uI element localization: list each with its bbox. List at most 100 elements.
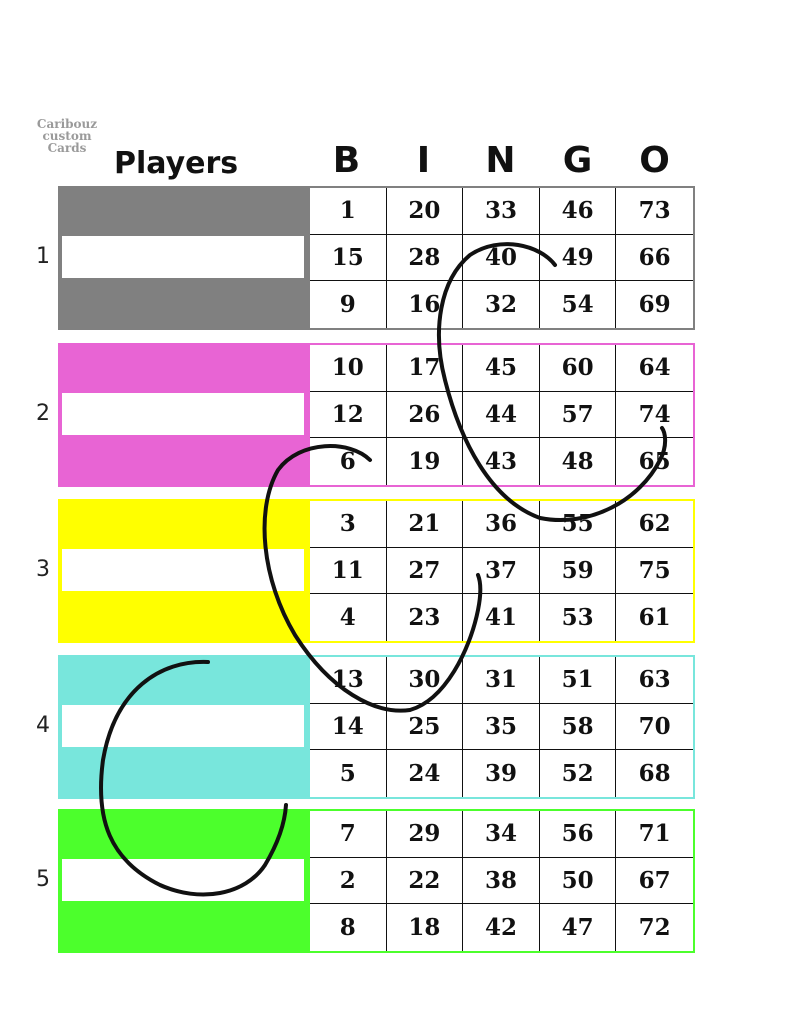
bingo-cell: 31 bbox=[463, 657, 540, 704]
card-number: 5 bbox=[36, 867, 50, 892]
bingo-cell: 36 bbox=[463, 501, 540, 548]
bingo-cell: 2 bbox=[310, 857, 387, 905]
bingo-cell: 15 bbox=[310, 234, 387, 282]
bingo-cell: 20 bbox=[386, 188, 464, 235]
bingo-cell: 57 bbox=[539, 391, 617, 439]
bingo-cell: 1 bbox=[310, 188, 387, 235]
card-2: 2 10 17 45 60 64 12 26 44 57 74 6 19 43 48 65 bbox=[36, 343, 695, 487]
bingo-cell: 7 bbox=[310, 811, 387, 858]
bingo-cell: 41 bbox=[463, 594, 540, 641]
player-name-field[interactable] bbox=[62, 236, 304, 278]
bingo-cell: 37 bbox=[463, 547, 540, 595]
bingo-cell: 61 bbox=[638, 604, 671, 632]
bingo-cell: 17 bbox=[386, 345, 464, 392]
bingo-cell: 32 bbox=[463, 281, 540, 328]
card-number: 4 bbox=[36, 713, 50, 738]
number-grid: 3 21 36 55 62 11 27 37 59 75 4 23 41 53 61 bbox=[308, 499, 695, 643]
bingo-cell: 23 bbox=[387, 594, 464, 641]
column-header-i: I bbox=[416, 140, 431, 181]
card-1: 1 1 20 33 46 73 15 28 40 49 66 9 16 32 54 69 bbox=[36, 186, 695, 330]
bingo-cell: 50 bbox=[539, 857, 617, 905]
bingo-cell: 16 bbox=[387, 281, 464, 328]
player-panel bbox=[58, 655, 310, 799]
bingo-cell: 11 bbox=[310, 547, 387, 595]
bingo-cell: 42 bbox=[463, 904, 540, 951]
player-name-field[interactable] bbox=[62, 549, 304, 591]
bingo-cell: 39 bbox=[463, 750, 540, 797]
bingo-cell: 26 bbox=[386, 391, 464, 439]
bingo-cell: 30 bbox=[386, 657, 464, 704]
column-header-b: B bbox=[332, 140, 361, 181]
player-name-field[interactable] bbox=[62, 393, 304, 435]
bingo-cell: 58 bbox=[539, 703, 617, 751]
bingo-cell: 33 bbox=[463, 188, 540, 235]
bingo-cell: 53 bbox=[540, 594, 617, 641]
bingo-cell: 48 bbox=[540, 438, 617, 485]
hand-drawn-curve bbox=[437, 242, 668, 523]
bingo-cell: 4 bbox=[310, 594, 387, 641]
bingo-cell: 18 bbox=[387, 904, 464, 951]
bingo-cell: 5 bbox=[310, 750, 387, 797]
logo: Caribouz custom Cards bbox=[22, 118, 112, 178]
bingo-cell: 3 bbox=[310, 501, 387, 548]
bingo-cell: 38 bbox=[463, 857, 540, 905]
bingo-cell: 28 bbox=[386, 234, 464, 282]
card-number: 3 bbox=[36, 557, 50, 582]
bingo-cell: 25 bbox=[386, 703, 464, 751]
bingo-cell: 12 bbox=[310, 391, 387, 439]
bingo-cell: 74 bbox=[616, 392, 693, 439]
bingo-cell: 13 bbox=[310, 657, 387, 704]
bingo-cell: 44 bbox=[463, 391, 540, 439]
bingo-cell: 52 bbox=[540, 750, 617, 797]
bingo-cell: 43 bbox=[463, 438, 540, 485]
logo-text: Cards bbox=[47, 141, 87, 155]
hand-drawn-curve bbox=[98, 659, 288, 897]
bingo-cell: 9 bbox=[310, 281, 387, 328]
bingo-cell: 72 bbox=[638, 914, 671, 942]
number-grid: 7 29 34 56 71 2 22 38 50 67 8 18 42 47 72 bbox=[308, 809, 695, 953]
bingo-cell: 14 bbox=[310, 703, 387, 751]
bingo-cell: 71 bbox=[616, 811, 693, 858]
card-number: 2 bbox=[36, 401, 50, 426]
bingo-cell: 69 bbox=[638, 291, 671, 319]
card-number: 1 bbox=[36, 244, 50, 269]
players-heading: Players bbox=[114, 146, 239, 181]
bingo-cell: 35 bbox=[463, 703, 540, 751]
bingo-cell: 49 bbox=[539, 234, 617, 282]
bingo-cell: 24 bbox=[387, 750, 464, 797]
player-name-field[interactable] bbox=[62, 705, 304, 747]
column-header-g: G bbox=[562, 140, 593, 181]
bingo-cell: 22 bbox=[386, 857, 464, 905]
bingo-cell: 40 bbox=[463, 234, 540, 282]
column-header-o: O bbox=[639, 140, 670, 181]
bingo-cell: 68 bbox=[638, 760, 671, 788]
player-panel bbox=[58, 186, 310, 330]
bingo-cell: 6 bbox=[310, 438, 387, 485]
card-3: 3 3 21 36 55 62 11 27 37 59 75 4 23 41 53 61 bbox=[36, 499, 695, 643]
bingo-cell: 54 bbox=[540, 281, 617, 328]
number-grid: 10 17 45 60 64 12 26 44 57 74 6 19 43 48 65 bbox=[308, 343, 695, 487]
bingo-cell: 8 bbox=[310, 904, 387, 951]
bingo-cell: 21 bbox=[386, 501, 464, 548]
bingo-cell: 73 bbox=[616, 188, 693, 235]
bingo-cell: 27 bbox=[386, 547, 464, 595]
bingo-cell: 45 bbox=[463, 345, 540, 392]
bingo-cell: 56 bbox=[539, 811, 617, 858]
bingo-cell: 47 bbox=[540, 904, 617, 951]
bingo-cell: 59 bbox=[539, 547, 617, 595]
bingo-cell: 10 bbox=[310, 345, 387, 392]
bingo-cell: 70 bbox=[616, 704, 693, 751]
bingo-cell: 63 bbox=[616, 657, 693, 704]
logo-text: custom bbox=[42, 129, 92, 143]
bingo-cell: 29 bbox=[386, 811, 464, 858]
bingo-cell: 64 bbox=[616, 345, 693, 392]
bingo-cell: 19 bbox=[387, 438, 464, 485]
bingo-cell: 75 bbox=[616, 548, 693, 595]
number-grid: 1 20 33 46 73 15 28 40 49 66 9 16 32 54 69 bbox=[308, 186, 695, 330]
bingo-cell: 62 bbox=[616, 501, 693, 548]
column-header-n: N bbox=[485, 140, 516, 181]
hand-drawn-curve bbox=[262, 444, 483, 713]
bingo-cell: 51 bbox=[539, 657, 617, 704]
